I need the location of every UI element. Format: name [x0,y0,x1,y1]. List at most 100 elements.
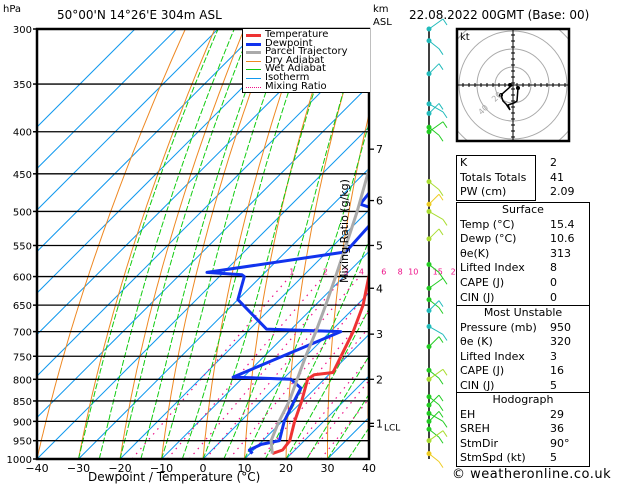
km-tick-label: 3 [376,328,383,341]
wind-barbs [426,18,448,468]
dry-adiabat-line [620,29,629,459]
legend-entry: Dewpoint [245,37,369,49]
isotherm-line [285,375,369,459]
y-tick-label: 800 [13,375,32,386]
index-row: CAPE (J) 16 [457,364,589,379]
wind-barb-shaft [428,430,444,442]
km-tick-label: 1 [376,417,383,430]
profiles [205,164,369,456]
x-axis-ticks: −40 −30 −20 −10 0 10 20 30 40 [25,462,376,475]
index-row: StmSpd (kt) 5 [457,451,589,466]
wet-adiabat-line [140,29,270,459]
location-title: 50°00'N 14°26'E 304m ASL [57,8,222,22]
wind-barb-feather [438,134,444,142]
legend-swatch [246,42,261,46]
km-tick-label: 7 [376,143,383,156]
legend-entry: Parcel Trajectory [245,46,369,58]
wind-barb-feather [438,193,444,201]
wind-barb-shaft [428,411,440,422]
wet-adiabat-line [161,29,289,459]
isotherm-line [37,29,177,170]
legend-swatch [246,60,261,62]
wind-barb-feather [442,219,448,226]
index-label: Dewp (°C) [460,232,517,246]
y-tick-label: 350 [13,80,32,91]
wind-barb-feather [442,111,448,119]
wind-barb-feather [442,18,448,26]
dry-adiabat-line [161,29,275,459]
legend-label: Dewpoint [265,37,313,49]
index-row: Lifted Index 3 [457,350,589,365]
wind-barb-feather [442,277,448,285]
hodograph-ring-label: 40 [477,103,491,117]
legend-label: Parcel Trajectory [265,46,348,58]
wind-barb-feather [438,336,444,343]
index-row: EH 29 [457,408,589,423]
x-axis-label: Dewpoint / Temperature (°C) [88,470,261,484]
km-tick-label: 5 [376,239,383,252]
x-tick-label: 10 [238,462,252,475]
wind-barb-feather [442,369,448,376]
dry-adiabat-line [37,29,186,459]
mixing-ratio-line [246,310,369,459]
legend-label: Mixing Ratio [265,80,327,92]
wind-barb-shaft [428,40,440,50]
isotherm-line [37,29,219,211]
hodograph-title: Hodograph [492,393,554,406]
index-label: EH [460,407,476,421]
index-label: StmDir [460,436,499,450]
mixing-ratio-line [286,356,369,459]
isotherm-line [37,29,260,253]
index-value: 313 [550,246,571,260]
km-axis-ticks: 7 6 5 4 3 2 1 LCL [369,143,400,433]
isotherm-line [119,209,369,459]
surface-table: Surface Temp (°C) 15.4 Dewp (°C) 10.6 θe(K) 3… [456,202,590,307]
x-tick-label: −20 [108,462,131,475]
mixing-ratio-label: 8 [398,268,403,277]
surface-title: Surface [502,203,544,216]
legend-swatch [246,51,261,55]
wind-barb-shaft [428,103,444,113]
hodograph-inner [457,29,569,141]
legend: Temperature Dewpoint Parcel Trajectory Dry … [242,29,370,93]
hodograph-unit-label: kt [460,32,470,43]
dry-adiabat-line [587,29,618,459]
y-tick-label: 500 [13,207,32,218]
wet-adiabat-line [285,307,369,459]
wind-barb-feather [442,121,448,129]
x-tick-label: −30 [67,462,90,475]
mixing-ratio-line [228,290,369,459]
mixing-ratio-line [188,276,345,459]
legend-entry: Isotherm [245,72,369,83]
wind-barb-shaft [428,394,440,406]
index-value: 2.09 [550,185,575,199]
index-row-pw: PW (cm) 2.09 [457,185,575,200]
index-value: 15.4 [550,217,575,231]
y-tick-label: 750 [13,352,32,363]
legend-swatch [246,34,261,37]
wind-barb-shaft [428,103,440,114]
legend-entry: Mixing Ratio [245,80,369,92]
y-tick-label: 600 [13,273,32,284]
mixing-ratio-axis-label: Mixing Ratio (g/kg) [338,179,351,283]
x-tick-label: 0 [200,462,207,475]
wind-barb-feather [438,411,444,418]
wind-barb-feather [438,404,444,412]
index-value: 0 [550,275,557,289]
wind-barb-feather [438,228,444,236]
mixing-ratio-label: 10 [408,268,418,277]
index-row: θe (K) 320 [457,335,589,350]
index-value: 10.6 [550,232,575,246]
index-value: 320 [550,335,571,349]
hodograph-frame [455,27,571,143]
index-value: 5 [550,378,557,392]
x-tick-label: 20 [279,462,293,475]
wind-barb-feather [438,103,444,110]
index-row: Lifted Index 8 [457,261,589,276]
wind-barb-feather [438,461,444,468]
lcl-label: LCL [384,423,400,433]
legend-label: Isotherm [265,72,310,83]
index-value: 5 [550,451,557,465]
km-unit-label: km [373,4,389,15]
